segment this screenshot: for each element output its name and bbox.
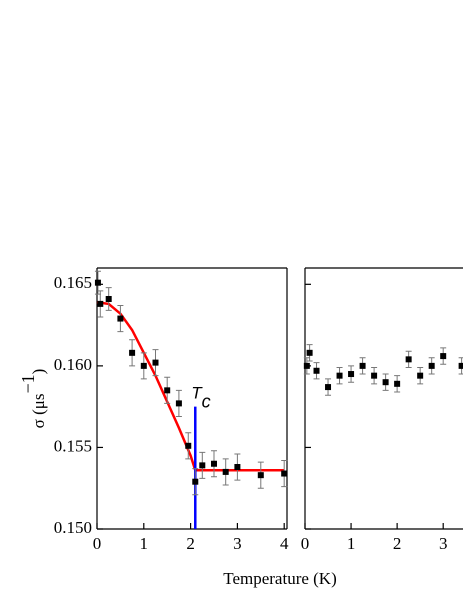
data-point	[348, 371, 355, 378]
x-tick-label: 1	[347, 534, 356, 553]
x-tick-label: 2	[186, 534, 195, 553]
data-point	[210, 460, 217, 467]
x-tick-label: 0	[301, 534, 310, 553]
data-point	[458, 362, 463, 369]
data-point	[199, 462, 206, 469]
y-tick-label: 0.150	[54, 518, 92, 537]
y-tick-label: 0.160	[54, 355, 92, 374]
data-point	[185, 442, 192, 449]
data-point	[129, 349, 136, 356]
data-point	[428, 362, 435, 369]
data-point	[105, 295, 112, 302]
y-label-main: σ (μs	[29, 394, 48, 429]
data-point	[281, 470, 288, 477]
data-point	[97, 300, 104, 307]
data-point	[257, 472, 264, 479]
data-point	[325, 384, 332, 391]
data-point	[382, 379, 389, 386]
annotation: Tc	[191, 384, 210, 411]
data-point	[313, 367, 320, 374]
data-point	[371, 372, 378, 379]
data-point	[175, 400, 182, 407]
annotation-main: T	[191, 384, 203, 403]
data-point	[306, 349, 313, 356]
x-tick-label: 2	[393, 534, 402, 553]
y-label-close: )	[29, 369, 48, 375]
data-point	[303, 362, 310, 369]
data-point	[152, 359, 159, 366]
data-point	[192, 478, 199, 485]
x-tick-label: 0	[93, 534, 102, 553]
x-axis-label: Temperature (K)	[223, 569, 337, 588]
data-point	[359, 362, 366, 369]
y-tick-label: 0.155	[54, 436, 92, 455]
data-point	[234, 464, 241, 471]
panel: 0 1 2 3	[301, 267, 463, 553]
data-point	[164, 387, 171, 394]
data-point	[405, 356, 412, 363]
annotation-sub: c	[202, 391, 211, 411]
panel: 0.150 0.155 0.160 0.165 0 1 2 3 4 Tc	[54, 267, 289, 553]
x-tick-label: 4	[280, 534, 289, 553]
data-point	[117, 315, 124, 322]
x-tick-label: 3	[439, 534, 448, 553]
data-point	[394, 380, 401, 387]
data-point	[94, 279, 101, 286]
data-point	[222, 468, 229, 475]
y-axis-label: σ (μs−1)	[18, 369, 48, 429]
data-point	[440, 353, 447, 360]
data-point	[140, 362, 147, 369]
y-tick-label: 0.165	[54, 273, 92, 292]
x-tick-label: 3	[233, 534, 242, 553]
x-tick-label: 1	[140, 534, 149, 553]
y-label-sup: −1	[18, 374, 38, 393]
data-point	[417, 372, 424, 379]
data-point	[336, 372, 343, 379]
